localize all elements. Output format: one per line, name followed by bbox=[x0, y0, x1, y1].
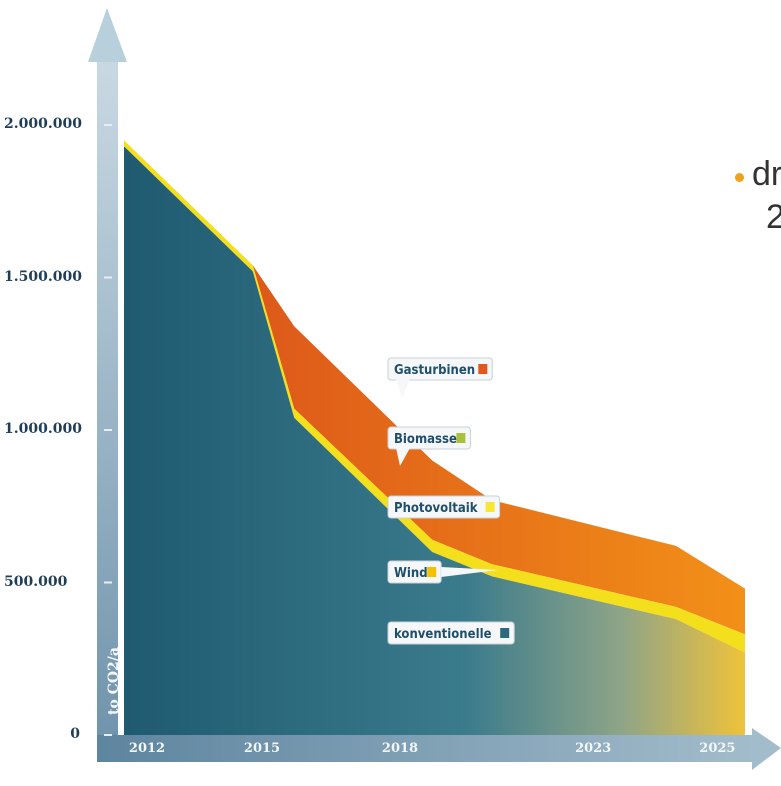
legend-callout-gasturbinen: Gasturbinen bbox=[387, 357, 493, 398]
x-tick-label: 2012 bbox=[129, 741, 165, 756]
legend-swatch-icon bbox=[427, 567, 437, 577]
legend-box bbox=[387, 426, 471, 450]
legend-box bbox=[387, 495, 501, 519]
x-axis bbox=[97, 735, 757, 762]
x-tick-label: 2018 bbox=[382, 741, 418, 756]
legend-callout-konventionelle: konventionelle bbox=[387, 621, 515, 645]
side-text-line2: 2 bbox=[766, 198, 781, 236]
y-tick-label: 1.000.000 bbox=[4, 421, 82, 437]
y-tick-label: 500.000 bbox=[4, 573, 68, 590]
renewables-area bbox=[124, 140, 745, 653]
y-tick-label: 2.000.000 bbox=[4, 116, 82, 132]
x-tick-label: 2025 bbox=[699, 741, 735, 756]
legend-swatch-icon bbox=[456, 433, 466, 443]
legend-box bbox=[387, 621, 515, 645]
legend-swatch-icon bbox=[478, 364, 488, 374]
legend-pointer bbox=[396, 379, 410, 398]
side-text-line1: dr bbox=[752, 155, 781, 193]
legend-pointer bbox=[396, 448, 410, 466]
legend-swatch-icon bbox=[485, 502, 495, 512]
y-tick-label: 0 bbox=[70, 726, 80, 742]
y-axis-label: to CO2/a bbox=[106, 647, 122, 715]
y-axis bbox=[97, 60, 118, 750]
x-tick-label: 2023 bbox=[575, 741, 611, 756]
bullet-icon bbox=[735, 173, 744, 182]
legend-swatch-icon bbox=[500, 628, 510, 638]
x-tick-label: 2015 bbox=[244, 741, 280, 756]
legend-label: Gasturbinen bbox=[394, 363, 475, 378]
x-axis-arrow-icon bbox=[752, 728, 781, 770]
gasturbinen-area bbox=[124, 140, 745, 635]
legend-label: Wind bbox=[394, 566, 428, 581]
legend-label: konventionelle bbox=[394, 627, 492, 642]
y-tick-label: 1.500.000 bbox=[4, 268, 82, 285]
legend-callout-biomasse: Biomasse bbox=[387, 426, 471, 466]
legend-label: Photovoltaik bbox=[394, 501, 478, 516]
y-axis-arrow-icon bbox=[88, 8, 127, 62]
legend-callout-wind: Wind bbox=[387, 560, 498, 584]
legend-pointer bbox=[441, 567, 498, 577]
legend-label: Biomasse bbox=[394, 432, 457, 447]
konventionelle-area bbox=[124, 146, 745, 735]
legend-box bbox=[387, 357, 493, 381]
legend-callout-photovoltaik: Photovoltaik bbox=[387, 495, 501, 519]
